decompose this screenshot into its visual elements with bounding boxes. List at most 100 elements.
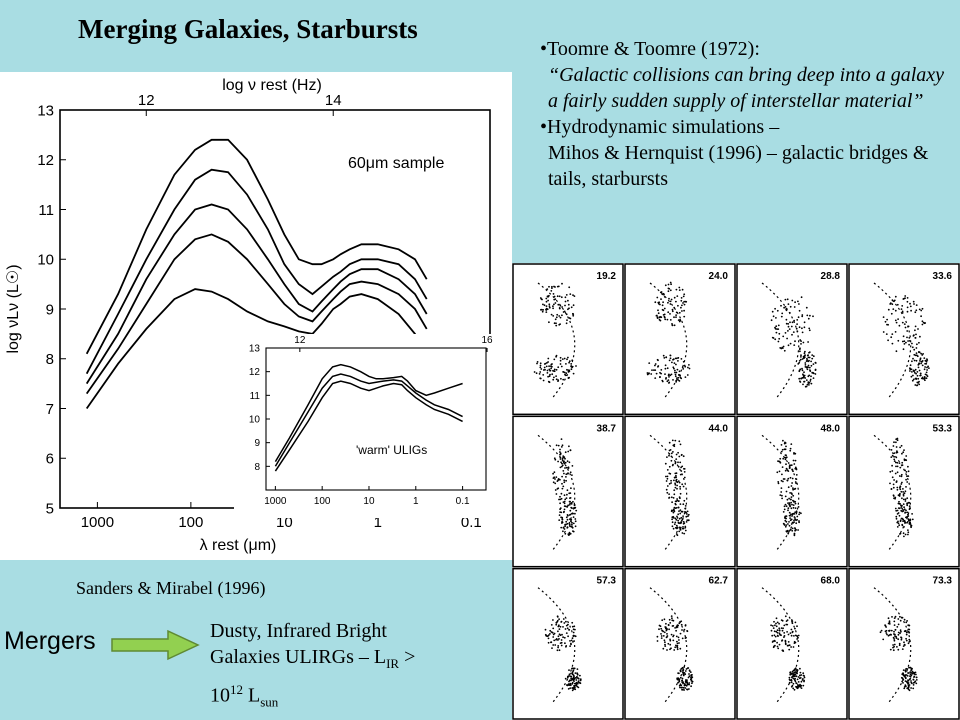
sim-particle — [787, 477, 790, 480]
sim-particle — [785, 520, 788, 523]
sim-particle — [786, 623, 789, 626]
sim-particle — [777, 647, 780, 650]
sim-particle — [565, 479, 567, 482]
sim-particle — [901, 305, 904, 307]
sim-particle — [776, 328, 778, 330]
inset-background — [234, 334, 510, 518]
main-y-tick-label: 12 — [37, 152, 54, 169]
sim-particle — [802, 674, 805, 677]
sim-particle — [790, 518, 793, 521]
sim-particle — [794, 680, 797, 683]
sim-particle — [777, 482, 780, 485]
sim-particle — [555, 322, 557, 325]
sim-particle — [885, 333, 888, 335]
sim-particle — [684, 673, 687, 676]
sim-particle — [680, 516, 683, 519]
sim-particle — [556, 285, 559, 288]
sim-particle — [814, 361, 817, 364]
sim-particle — [675, 524, 678, 527]
sim-particle — [912, 300, 915, 303]
sim-particle — [905, 621, 908, 624]
sim-particle — [907, 686, 910, 689]
sim-particle — [558, 498, 560, 501]
sim-particle — [557, 635, 560, 638]
sim-particle — [799, 358, 802, 361]
sim-particle — [783, 624, 786, 627]
sim-particle — [798, 361, 801, 364]
sim-particle — [676, 368, 679, 371]
sim-particle — [678, 455, 681, 458]
sim-particle — [807, 317, 810, 320]
sim-particle — [909, 305, 912, 308]
sim-particle — [783, 478, 786, 480]
sim-particle — [772, 337, 775, 339]
sim-particle — [569, 509, 572, 512]
sim-particle — [548, 306, 551, 309]
sim-particle — [903, 519, 906, 522]
sim-particle — [539, 366, 542, 369]
sim-particle — [915, 676, 918, 679]
sim-particle — [903, 323, 906, 325]
sim-particle — [568, 500, 571, 503]
sim-particle — [557, 639, 559, 641]
sim-frame — [512, 415, 624, 568]
sim-particle — [552, 472, 554, 475]
sim-particle — [794, 668, 797, 670]
sim-particle — [667, 283, 670, 286]
sim-particle — [787, 344, 790, 347]
sim-particle — [673, 316, 675, 319]
sim-particle — [680, 454, 683, 456]
sim-particle — [803, 380, 805, 383]
sim-particle — [786, 479, 789, 482]
sim-particle — [566, 460, 569, 463]
sim-particle — [906, 306, 909, 309]
sim-particle — [674, 375, 677, 378]
sim-particle — [664, 367, 667, 370]
sim-particle — [685, 521, 688, 523]
sim-particle — [667, 287, 670, 290]
sim-particle — [776, 471, 779, 474]
sim-particle — [678, 500, 680, 502]
sim-particle — [551, 647, 553, 649]
sim-particle — [671, 361, 673, 364]
sim-particle — [674, 371, 676, 374]
sim-particle — [558, 633, 561, 636]
sim-particle — [890, 456, 893, 458]
annotation-warm-uligs: 'warm' ULIGs — [356, 443, 427, 457]
sim-particle — [800, 512, 802, 515]
sim-particle — [676, 487, 678, 490]
main-top-tick-label: 12 — [138, 92, 155, 109]
sim-particle — [552, 378, 555, 381]
sim-particle — [668, 297, 670, 300]
sim-particle — [660, 635, 663, 637]
sim-particle — [788, 648, 791, 651]
sim-particle — [774, 635, 777, 638]
sim-particle — [901, 321, 904, 324]
sim-particle — [668, 628, 670, 631]
sim-particle — [775, 622, 777, 625]
sim-particle — [573, 295, 576, 297]
sim-particle — [684, 687, 687, 689]
sim-particle — [560, 526, 563, 529]
sim-particle — [910, 375, 913, 378]
sim-particle — [561, 358, 564, 360]
y-axis-label: log νLν (L☉) — [5, 264, 22, 353]
sim-particle — [810, 382, 813, 385]
sim-particle — [908, 638, 911, 641]
sim-particle — [802, 373, 804, 376]
main-y-tick-label: 5 — [46, 500, 54, 517]
sim-particle — [566, 684, 569, 687]
sim-particle — [674, 369, 676, 372]
sim-particle — [678, 496, 681, 498]
sim-particle — [567, 635, 569, 638]
sim-particle — [896, 437, 899, 440]
sim-particle — [789, 321, 791, 324]
sim-particle — [809, 314, 811, 317]
sim-particle — [562, 470, 565, 472]
sim-particle — [555, 444, 558, 447]
sim-particle — [905, 509, 907, 512]
sim-particle — [794, 452, 797, 455]
sim-particle — [675, 644, 677, 647]
sim-particle — [795, 522, 798, 525]
sim-particle — [682, 520, 685, 523]
